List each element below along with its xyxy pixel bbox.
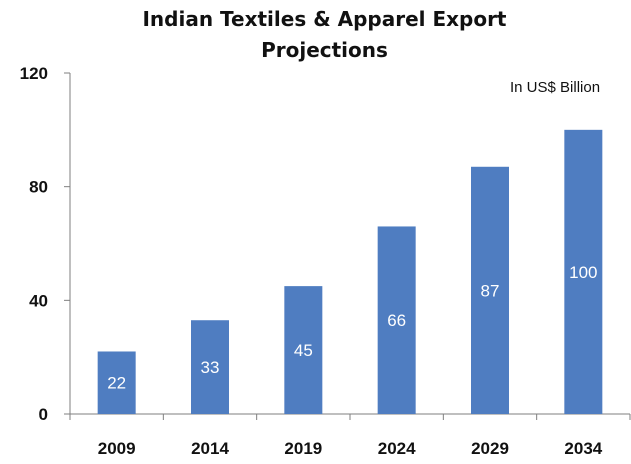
data-label: 100 [569,263,597,282]
x-tick-label: 2024 [378,439,416,458]
bar [191,320,229,414]
axes [64,72,631,420]
x-tick-label: 2034 [564,439,602,458]
y-tick-label: 120 [20,64,48,83]
bar [97,351,136,414]
unit-label: In US$ Billion [510,79,601,96]
x-tick-label: 2029 [471,439,509,458]
bar [377,226,416,414]
x-tick-label: 2014 [191,439,229,458]
bar [471,166,509,414]
x-tick-label: 2019 [284,439,322,458]
bar [284,286,323,414]
data-label: 66 [387,311,406,330]
y-tick-label: 40 [29,291,48,310]
y-tick-label: 0 [39,405,48,424]
data-label: 87 [481,281,500,300]
chart-title: Indian Textiles & Apparel Export Project… [142,7,507,62]
bars [97,129,603,415]
x-tick-label: 2009 [98,439,136,458]
data-label: 22 [107,374,126,393]
data-label: 33 [201,358,220,377]
bar [564,129,603,415]
labels: 0 40 80 120 22 2009 33 2014 45 2019 66 2024 87 2029 10… [20,64,603,458]
data-label: 45 [294,341,313,360]
y-tick-label: 80 [29,178,48,197]
